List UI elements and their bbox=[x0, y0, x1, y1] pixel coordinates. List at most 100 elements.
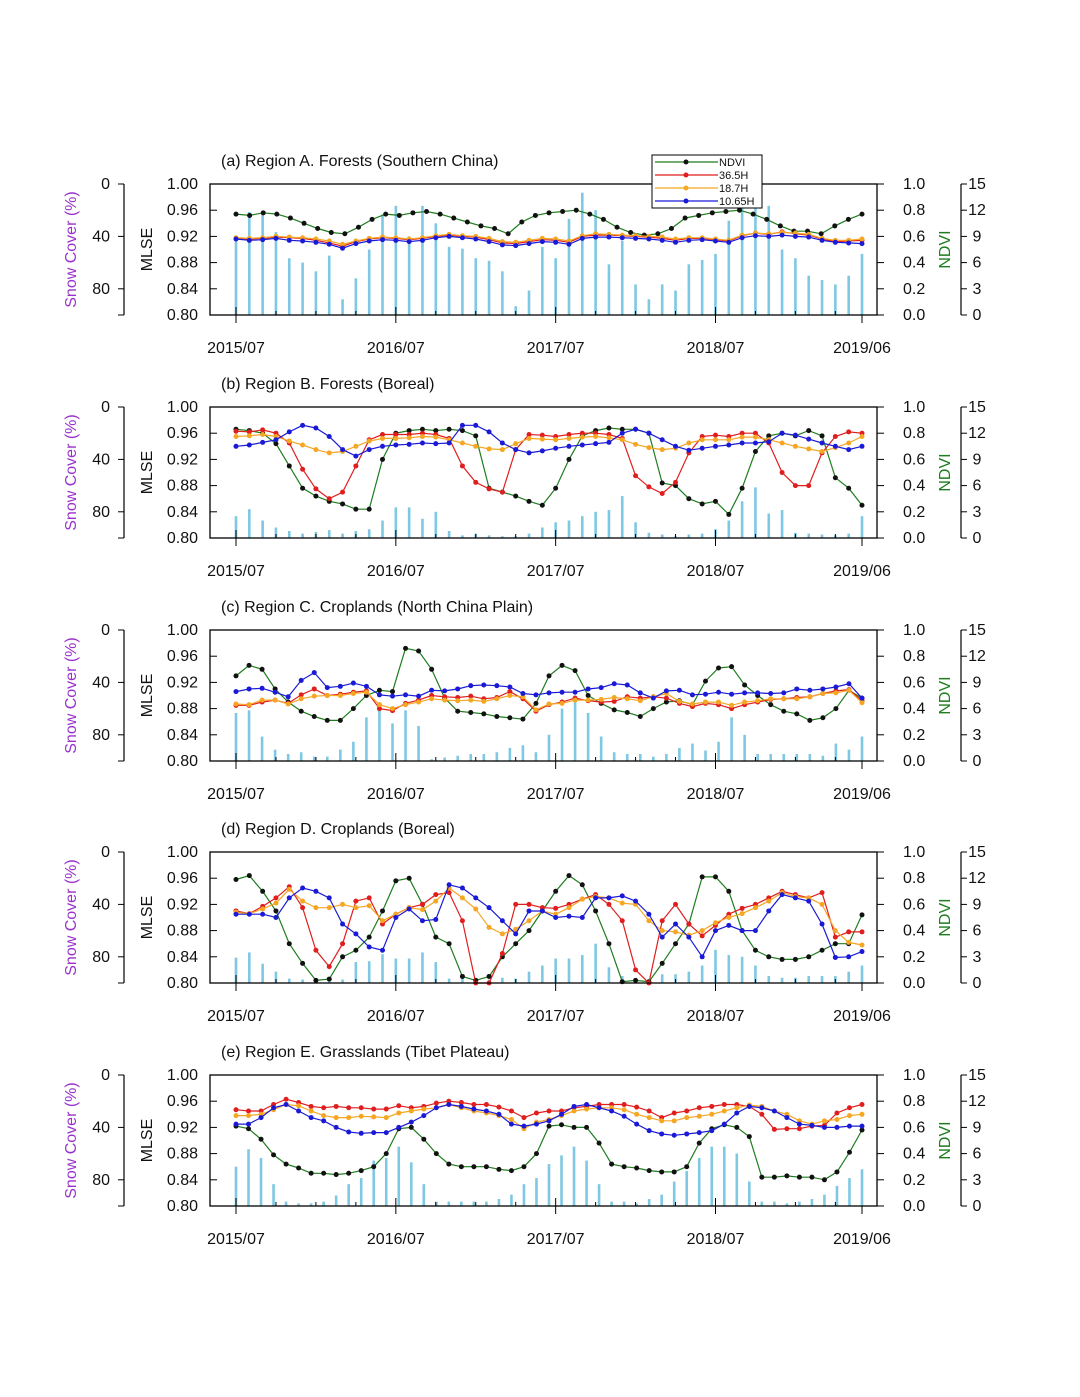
rainfall-bar bbox=[527, 971, 531, 983]
rainfall-bar bbox=[527, 290, 531, 315]
series-point-187h bbox=[739, 434, 745, 440]
series-point-1065h bbox=[579, 915, 585, 920]
ndvi-axis-title: NDVI bbox=[937, 1121, 954, 1159]
rain-tick-label: 3 bbox=[973, 281, 982, 298]
ndvi-tick-label: 0.6 bbox=[903, 674, 925, 691]
series-point-ndvi bbox=[606, 941, 612, 947]
series-point-1065h bbox=[346, 1129, 352, 1135]
mlse-tick-label: 0.80 bbox=[167, 1198, 198, 1215]
mlse-tick-label: 0.92 bbox=[167, 896, 198, 913]
series-point-1065h bbox=[726, 442, 732, 448]
rainfall-bar bbox=[354, 962, 358, 983]
rainfall-bar bbox=[823, 1194, 826, 1206]
series-point-187h bbox=[383, 1115, 389, 1121]
series-point-1065h bbox=[606, 234, 612, 240]
series-point-187h bbox=[619, 900, 625, 906]
series-point-365h bbox=[533, 1110, 539, 1116]
series-point-ndvi bbox=[406, 428, 412, 434]
series-point-1065h bbox=[380, 443, 386, 449]
series-point-1065h bbox=[739, 235, 745, 241]
rainfall-bar bbox=[274, 527, 278, 538]
rainfall-bar bbox=[273, 749, 277, 761]
series-point-1065h bbox=[366, 944, 372, 950]
series-point-1065h bbox=[233, 443, 239, 449]
rainfall-bar bbox=[794, 258, 797, 315]
series-point-ndvi bbox=[246, 1126, 252, 1132]
series-point-187h bbox=[433, 434, 439, 440]
series-line-ndvi bbox=[235, 647, 863, 722]
series-point-365h bbox=[376, 706, 382, 712]
series-point-ndvi bbox=[752, 947, 758, 953]
series-point-ndvi bbox=[492, 226, 498, 232]
series-point-ndvi bbox=[709, 210, 715, 216]
rainfall-bar bbox=[847, 749, 851, 761]
series-point-365h bbox=[579, 430, 585, 436]
series-point-187h bbox=[526, 435, 532, 441]
series-point-1065h bbox=[781, 690, 787, 696]
snow-tick-label: 0 bbox=[101, 622, 110, 639]
series-point-ndvi bbox=[560, 209, 566, 215]
series-point-1065h bbox=[446, 882, 452, 888]
series-point-1065h bbox=[766, 908, 772, 914]
series-point-1065h bbox=[486, 239, 492, 245]
rainfall-bar bbox=[339, 749, 342, 761]
series-point-1065h bbox=[246, 442, 252, 448]
rainfall-bar bbox=[672, 1181, 676, 1206]
series-point-187h bbox=[285, 701, 291, 707]
rain-tick-label: 9 bbox=[973, 1119, 982, 1136]
series-point-ndvi bbox=[766, 433, 772, 439]
series-point-365h bbox=[246, 429, 252, 435]
series-point-365h bbox=[458, 1100, 464, 1106]
series-point-187h bbox=[633, 441, 639, 447]
series-point-ndvi bbox=[286, 941, 292, 947]
ndvi-tick-label: 0.0 bbox=[903, 530, 925, 547]
rainfall-bar bbox=[687, 971, 691, 983]
series-point-ndvi bbox=[796, 1174, 802, 1180]
series-point-187h bbox=[508, 1117, 514, 1123]
series-point-187h bbox=[473, 906, 479, 912]
series-point-187h bbox=[684, 1115, 690, 1121]
series-point-187h bbox=[260, 432, 266, 438]
series-point-187h bbox=[300, 442, 306, 448]
series-point-ndvi bbox=[521, 1164, 527, 1170]
series-point-1065h bbox=[859, 241, 865, 247]
series-point-1065h bbox=[406, 906, 412, 912]
series-point-ndvi bbox=[553, 485, 559, 491]
rainfall-bar bbox=[299, 752, 303, 761]
rainfall-bar bbox=[785, 1203, 789, 1206]
series-point-ndvi bbox=[734, 1124, 740, 1130]
series-point-1065h bbox=[646, 1128, 652, 1134]
rainfall-bar bbox=[634, 522, 637, 538]
rainfall-bar bbox=[714, 253, 717, 315]
series-point-187h bbox=[393, 435, 399, 441]
series-point-ndvi bbox=[421, 1136, 427, 1142]
series-point-1065h bbox=[311, 670, 317, 676]
series-point-187h bbox=[324, 693, 330, 698]
series-point-1065h bbox=[553, 445, 559, 451]
rainfall-bar bbox=[301, 533, 304, 538]
rainfall-bar bbox=[760, 1201, 764, 1206]
series-point-187h bbox=[846, 1113, 852, 1119]
series-point-365h bbox=[779, 470, 785, 475]
series-point-ndvi bbox=[301, 220, 307, 226]
series-point-ndvi bbox=[619, 426, 625, 432]
rainfall-bar bbox=[612, 752, 616, 761]
mlse-tick-label: 0.92 bbox=[167, 1119, 198, 1136]
series-point-365h bbox=[396, 1103, 402, 1109]
series-point-1065h bbox=[393, 442, 399, 448]
series-point-187h bbox=[246, 433, 252, 439]
series-point-187h bbox=[846, 440, 852, 446]
series-point-1065h bbox=[324, 685, 330, 691]
series-point-1065h bbox=[433, 916, 439, 922]
rainfall-bar bbox=[810, 1199, 814, 1206]
series-point-187h bbox=[553, 437, 559, 443]
series-point-187h bbox=[353, 905, 359, 911]
series-point-365h bbox=[471, 1101, 477, 1107]
legend-label: 36.5H bbox=[719, 170, 748, 182]
series-point-1065h bbox=[296, 1108, 302, 1114]
ndvi-tick-label: 0.2 bbox=[903, 1172, 925, 1189]
series-point-1065h bbox=[619, 430, 625, 436]
rainfall-bar bbox=[710, 1146, 714, 1206]
rainfall-bar bbox=[260, 736, 264, 761]
rainfall-bar bbox=[580, 192, 584, 315]
